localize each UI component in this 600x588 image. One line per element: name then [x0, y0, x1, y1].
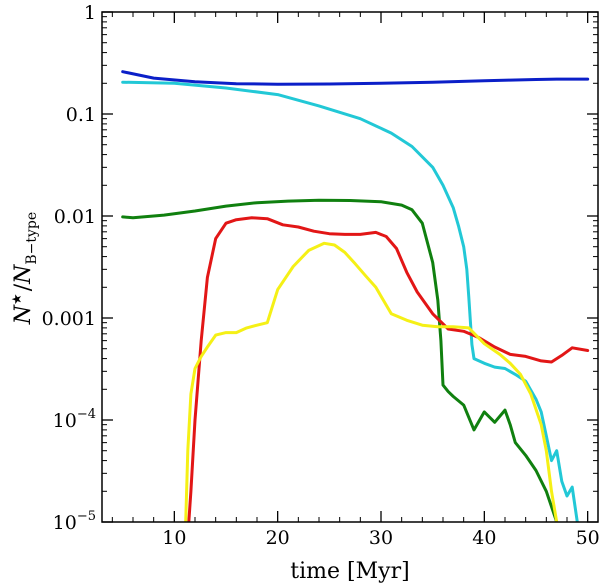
- series-line-green: [121, 198, 559, 522]
- series-line-red: [187, 216, 590, 522]
- plot-area: [102, 12, 598, 522]
- y-tick-label: 0.1: [66, 104, 96, 126]
- series-line-yellow: [184, 241, 559, 522]
- y-axis-title-superscript: ★: [10, 293, 25, 305]
- x-tick-label: 40: [472, 527, 496, 549]
- y-tick-label: 10−5: [53, 509, 96, 534]
- y-axis-title: N★/NB−type: [10, 212, 40, 325]
- y-axis-title-main: N: [11, 304, 36, 325]
- series-line-blue: [121, 70, 590, 86]
- y-tick-label: 0.001: [42, 308, 96, 330]
- x-tick-label: 10: [162, 527, 186, 549]
- y-tick-label: 10−4: [53, 407, 96, 432]
- plot-frame: [101, 11, 599, 523]
- x-tick-label: 20: [266, 527, 290, 549]
- tick-labels: 10 20 30 40 50 1 0.1 0.01 0.001 10−4 10−5: [42, 2, 600, 549]
- series-group: [121, 70, 590, 522]
- x-tick-label: 30: [369, 527, 393, 549]
- y-axis-title-denominator: N: [11, 264, 36, 285]
- svg-text:N★/NB−type: N★/NB−type: [10, 212, 40, 325]
- y-tick-label: 0.01: [54, 206, 96, 228]
- y-tick-label: 1: [84, 2, 96, 24]
- y-axis-title-denominator-sub: B−type: [24, 212, 40, 265]
- ticks: [102, 11, 598, 523]
- x-tick-label: 50: [576, 527, 600, 549]
- x-axis-title: time [Myr]: [290, 559, 409, 584]
- y-axis-title-slash: /: [11, 283, 36, 291]
- series-line-cyan: [121, 80, 579, 522]
